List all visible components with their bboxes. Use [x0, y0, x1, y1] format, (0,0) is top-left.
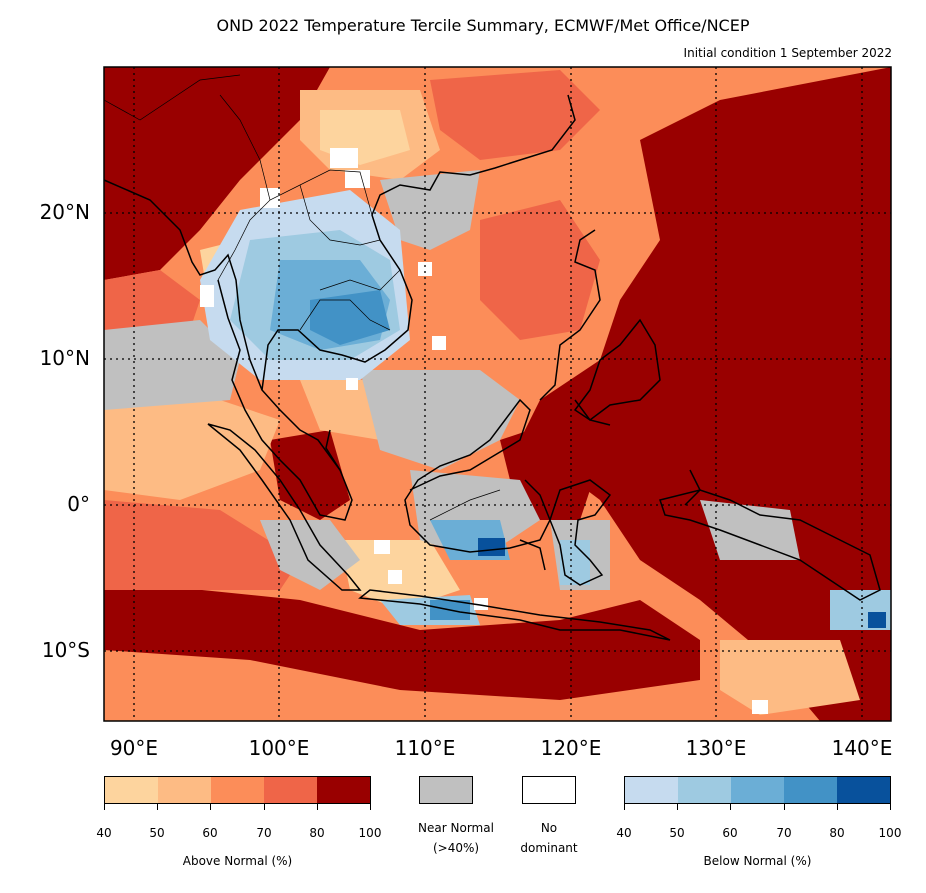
- lat-label-10n: 10°N: [39, 346, 90, 370]
- above-normal-colorbar-title: Above Normal (%): [182, 854, 293, 868]
- below-swatch-60: [731, 777, 784, 803]
- above-70-80-regions: [104, 70, 600, 590]
- lon-label-90e: 90°E: [109, 736, 159, 760]
- above-tick-label: 100: [358, 826, 382, 840]
- near-normal-swatch: [419, 776, 473, 804]
- below-tickmark: [890, 804, 891, 810]
- above-swatch-70: [264, 777, 317, 803]
- above-tickmark: [370, 804, 371, 810]
- lon-label-130e: 130°E: [685, 736, 747, 760]
- below-swatch-50: [678, 777, 731, 803]
- lon-label-100e: 100°E: [248, 736, 310, 760]
- no-dominant-label-line2: dominant: [520, 841, 578, 855]
- above-swatch-60: [211, 777, 264, 803]
- no-dominant-label: No dominant: [499, 818, 599, 858]
- above-swatch-50: [158, 777, 211, 803]
- below-normal-colorbar: [624, 776, 891, 804]
- map-title: OND 2022 Temperature Tercile Summary, EC…: [216, 16, 750, 35]
- above-tick-label: 60: [202, 826, 218, 840]
- above-swatch-40: [105, 777, 158, 803]
- above-tickmark: [157, 804, 158, 810]
- above-normal-colorbar: [104, 776, 371, 804]
- below-swatch-70: [784, 777, 837, 803]
- country-borders: [104, 74, 501, 521]
- no-dominant-swatch: [522, 776, 576, 804]
- below-swatch-80: [837, 777, 890, 803]
- lat-label-10s: 10°S: [41, 638, 90, 662]
- above-tick-label: 70: [256, 826, 272, 840]
- below-tick-label: 100: [878, 826, 902, 840]
- below-normal-regions: [200, 190, 891, 630]
- above-swatch-80: [317, 777, 370, 803]
- above-tick-label: 80: [309, 826, 325, 840]
- above-tick-label: 50: [149, 826, 165, 840]
- near-normal-label: Near Normal (>40%): [396, 818, 516, 858]
- above-tickmark: [104, 804, 105, 810]
- lat-label-0: 0°: [67, 492, 90, 516]
- below-swatch-40: [625, 777, 678, 803]
- lat-label-20n: 20°N: [39, 200, 90, 224]
- graticule: [104, 67, 891, 721]
- below-tick-label: 40: [616, 826, 632, 840]
- below-tickmark: [784, 804, 785, 810]
- above-tickmark: [210, 804, 211, 810]
- below-tick-label: 60: [722, 826, 738, 840]
- below-tick-label: 70: [776, 826, 792, 840]
- below-tickmark: [624, 804, 625, 810]
- above-tickmark: [317, 804, 318, 810]
- map-subtitle: Initial condition 1 September 2022: [683, 46, 892, 60]
- below-tick-label: 50: [669, 826, 685, 840]
- below-tick-label: 80: [829, 826, 845, 840]
- below-tickmark: [730, 804, 731, 810]
- below-tickmark: [677, 804, 678, 810]
- lon-label-110e: 110°E: [394, 736, 456, 760]
- above-tickmark: [264, 804, 265, 810]
- below-tickmark: [837, 804, 838, 810]
- below-normal-colorbar-title: Below Normal (%): [703, 854, 812, 868]
- lon-label-140e: 140°E: [831, 736, 893, 760]
- no-dominant-label-line1: No: [540, 821, 558, 835]
- near-normal-label-line2: (>40%): [432, 841, 480, 855]
- map-frame: [103, 66, 892, 722]
- near-normal-label-line1: Near Normal: [418, 821, 494, 835]
- above-tick-label: 40: [96, 826, 112, 840]
- no-dominant-cells: [200, 148, 768, 714]
- lon-label-120e: 120°E: [540, 736, 602, 760]
